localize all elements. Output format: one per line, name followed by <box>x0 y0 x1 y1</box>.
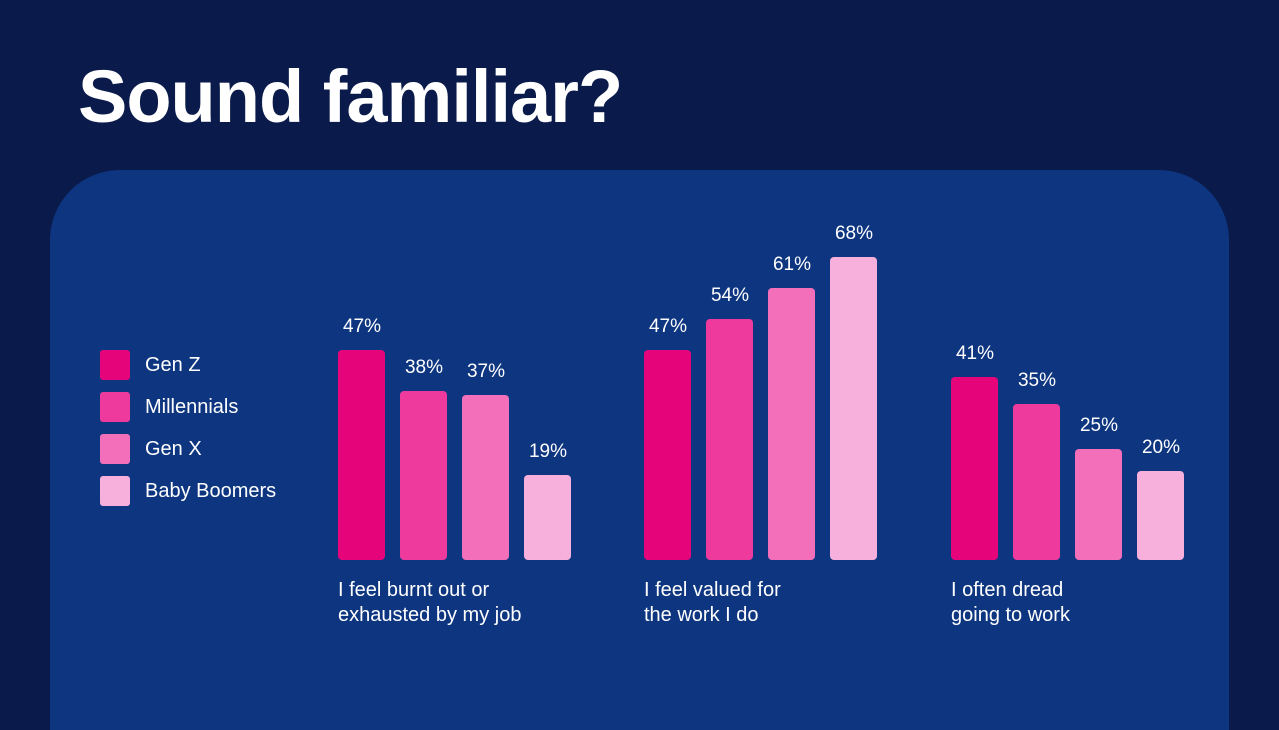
data-label: 68% <box>834 222 874 244</box>
legend-swatch <box>100 476 130 506</box>
bar <box>1013 403 1060 560</box>
bar <box>462 394 509 560</box>
legend-label: Millennials <box>145 395 239 418</box>
data-label: 47% <box>648 316 688 338</box>
category-label: I feel valued for the work I do <box>644 579 781 626</box>
bar <box>400 390 447 560</box>
legend-item: Baby Boomers <box>100 476 276 506</box>
data-label: 20% <box>1141 436 1181 458</box>
bar <box>524 475 571 560</box>
data-label: 54% <box>710 285 750 307</box>
page-title: Sound familiar? <box>78 55 623 138</box>
data-label: 37% <box>466 360 506 382</box>
data-label: 38% <box>404 356 444 378</box>
data-label: 25% <box>1079 414 1119 436</box>
bar <box>644 350 691 560</box>
legend-item: Gen Z <box>100 350 201 380</box>
legend-swatch <box>100 434 130 464</box>
category-label: I feel burnt out or exhausted by my job <box>338 579 522 626</box>
bar <box>1075 448 1122 560</box>
data-label: 61% <box>772 253 812 275</box>
legend-label: Baby Boomers <box>145 479 277 502</box>
data-label: 47% <box>342 316 382 338</box>
bar <box>1137 470 1184 560</box>
bar <box>830 256 877 560</box>
data-label: 19% <box>528 441 568 463</box>
bar <box>951 377 998 560</box>
legend-item: Millennials <box>100 392 238 422</box>
bar <box>338 350 385 560</box>
data-label: 35% <box>1017 369 1057 391</box>
legend-label: Gen Z <box>145 353 201 376</box>
category-label: I often dread going to work <box>951 579 1070 626</box>
legend-swatch <box>100 350 130 380</box>
legend-label: Gen X <box>145 437 202 460</box>
bar <box>768 287 815 560</box>
legend-item: Gen X <box>100 434 202 464</box>
bar <box>706 319 753 560</box>
legend-swatch <box>100 392 130 422</box>
data-label: 41% <box>955 343 995 365</box>
